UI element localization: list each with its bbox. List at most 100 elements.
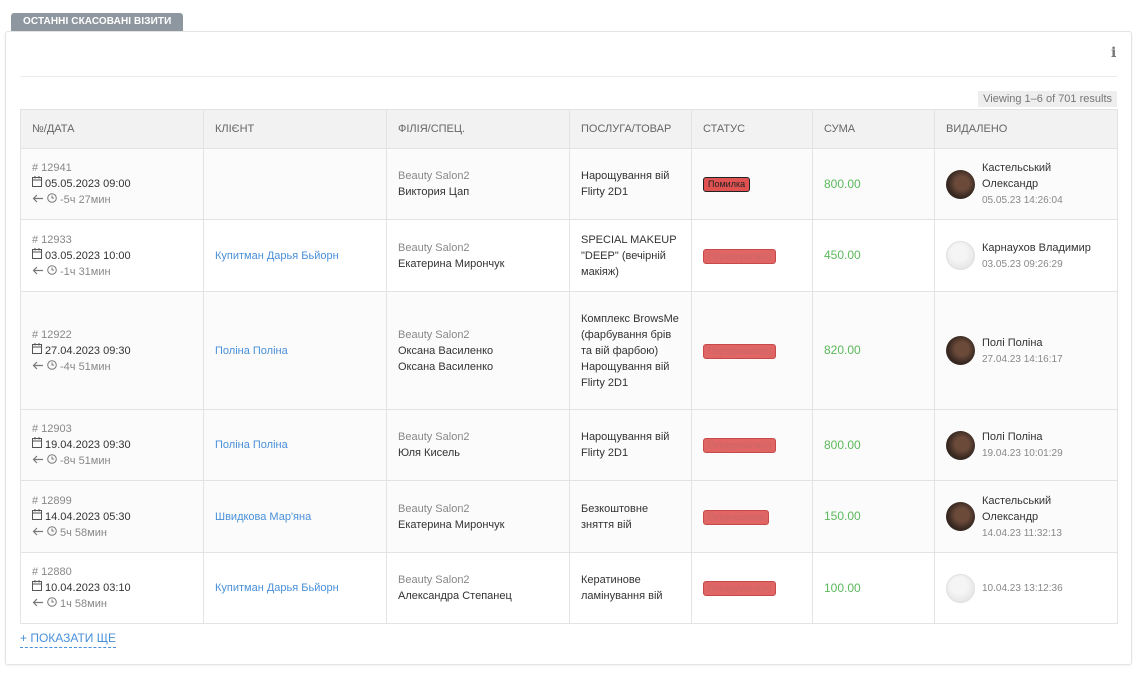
arrow-left-icon bbox=[32, 453, 44, 469]
client-link[interactable]: Швидкова Мар'яна bbox=[215, 510, 312, 523]
column-header-status[interactable]: СТАТУС bbox=[691, 109, 813, 149]
branch-name: Beauty Salon2 bbox=[398, 502, 470, 515]
service-name: Кератинове ламінування вій bbox=[581, 574, 663, 602]
client-link[interactable]: Купитман Дарья Бьйорн bbox=[215, 582, 339, 594]
branch-name: Beauty Salon2 bbox=[398, 574, 470, 586]
calendar-icon bbox=[32, 508, 42, 525]
avatar bbox=[946, 502, 975, 531]
service-cell: Нарощування вій Flirty 2D1 bbox=[569, 148, 692, 220]
sum-cell: 450.00 bbox=[812, 219, 935, 292]
number-date-cell: # 12933 03.05.2023 10:00 -1ч 31мин bbox=[20, 219, 204, 292]
deleted-at: 05.05.23 14:26:04 bbox=[982, 195, 1063, 206]
visit-number: # 12941 bbox=[32, 162, 72, 174]
avatar bbox=[946, 169, 975, 199]
number-date-cell: # 12903 19.04.2023 09:30 -8ч 51мин bbox=[20, 409, 204, 481]
table-row[interactable]: # 12903 19.04.2023 09:30 -8ч 51мин Полін… bbox=[20, 409, 1118, 481]
clock-icon bbox=[47, 525, 57, 541]
visit-number: # 12933 bbox=[32, 233, 72, 246]
deleted-cell: Полі Поліна 27.04.23 14:16:17 bbox=[934, 291, 1118, 410]
deleted-cell: Кастельський Олександр 14.04.23 11:32:13 bbox=[934, 480, 1118, 553]
deleted-cell: Карнаухов Владимир 03.05.23 09:26:29 bbox=[934, 219, 1118, 292]
column-header-sum[interactable]: СУМА bbox=[812, 109, 935, 149]
clock-icon bbox=[47, 264, 57, 280]
avatar bbox=[946, 573, 975, 603]
deleted-cell: 10.04.23 13:12:36 bbox=[934, 552, 1118, 624]
number-date-cell: # 12899 14.04.2023 05:30 5ч 58мин bbox=[20, 480, 204, 553]
clock-icon bbox=[47, 359, 57, 375]
client-cell: Поліна Поліна bbox=[203, 291, 387, 410]
branch-cell: Beauty Salon2 Екатерина Мирончук bbox=[386, 219, 570, 292]
show-more-link[interactable]: + ПОКАЗАТИ ЩЕ bbox=[20, 631, 117, 648]
branch-cell: Beauty Salon2 Оксана Василенко Оксана Васи… bbox=[386, 291, 570, 410]
sum-value: 100.00 bbox=[824, 580, 861, 595]
specialist-name: Екатерина Мирончук bbox=[398, 257, 505, 270]
status-badge: Передумала(в) bbox=[703, 343, 777, 359]
deleted-by: Полі Поліна bbox=[982, 336, 1043, 349]
info-icon[interactable]: i bbox=[1111, 45, 1117, 61]
client-link[interactable]: Поліна Поліна bbox=[215, 344, 288, 357]
avatar bbox=[946, 241, 975, 270]
status-badge: Помилка bbox=[703, 177, 751, 192]
service-cell: Кератинове ламінування вій bbox=[569, 552, 692, 624]
specialist-name: Виктория Цап bbox=[398, 186, 470, 198]
sum-cell: 820.00 bbox=[812, 291, 935, 410]
status-badge: Передумала(в) bbox=[703, 438, 777, 453]
table-row[interactable]: # 12941 05.05.2023 09:00 -5ч 27мин Beaut… bbox=[20, 148, 1118, 220]
clock-icon bbox=[47, 596, 57, 612]
sum-cell: 800.00 bbox=[812, 148, 935, 220]
status-badge: Перенесення bbox=[703, 509, 769, 525]
number-date-cell: # 12880 10.04.2023 03:10 1ч 58мин bbox=[20, 552, 204, 624]
client-link[interactable]: Купитман Дарья Бьйорн bbox=[215, 249, 339, 262]
service-cell: Безкоштовне зняття вій bbox=[569, 480, 692, 553]
branch-cell: Beauty Salon2 Екатерина Мирончук bbox=[386, 480, 570, 553]
relative-time: 5ч 58мин bbox=[60, 526, 107, 539]
arrow-left-icon bbox=[32, 525, 44, 541]
service-name: Нарощування вій Flirty 2D1 bbox=[581, 170, 670, 198]
avatar bbox=[946, 430, 975, 460]
table-row[interactable]: # 12899 14.04.2023 05:30 5ч 58мин Швидко… bbox=[20, 480, 1118, 553]
column-header-number-date[interactable]: №/ДАТА bbox=[20, 109, 204, 149]
visit-date: 27.04.2023 09:30 bbox=[45, 344, 131, 357]
deleted-cell: Полі Поліна 19.04.23 10:01:29 bbox=[934, 409, 1118, 481]
sum-value: 150.00 bbox=[824, 509, 861, 523]
table-row[interactable]: # 12933 03.05.2023 10:00 -1ч 31мин Купит… bbox=[20, 219, 1118, 292]
service-name: Нарощування вій Flirty 2D1 bbox=[581, 431, 670, 459]
client-cell: Поліна Поліна bbox=[203, 409, 387, 481]
visit-number: # 12899 bbox=[32, 494, 72, 507]
cancelled-visits-table: №/ДАТА КЛІЄНТ ФІЛІЯ/СПЕЦ. ПОСЛУГА/ТОВАР … bbox=[20, 109, 1118, 624]
sum-value: 800.00 bbox=[824, 437, 861, 452]
deleted-by: Кастельський Олександр bbox=[982, 162, 1052, 190]
client-link[interactable]: Поліна Поліна bbox=[215, 439, 288, 451]
status-cell: Передумала(в) bbox=[691, 219, 813, 292]
branch-name: Beauty Salon2 bbox=[398, 241, 470, 254]
sum-value: 450.00 bbox=[824, 248, 861, 262]
column-header-client[interactable]: КЛІЄНТ bbox=[203, 109, 387, 149]
deleted-cell: Кастельський Олександр 05.05.23 14:26:04 bbox=[934, 148, 1118, 220]
table-row[interactable]: # 12922 27.04.2023 09:30 -4ч 51мин Полін… bbox=[20, 291, 1118, 410]
service-name: SPECIAL MAKEUP "DEEP" (вечірній макіяж) bbox=[581, 233, 677, 278]
column-header-deleted[interactable]: ВИДАЛЕНО bbox=[934, 109, 1118, 149]
status-badge: Передумала(в) bbox=[703, 581, 777, 596]
deleted-at: 03.05.23 09:26:29 bbox=[982, 258, 1063, 270]
client-cell bbox=[203, 148, 387, 220]
status-badge: Передумала(в) bbox=[703, 248, 777, 264]
specialist-name: Екатерина Мирончук bbox=[398, 518, 505, 531]
sum-cell: 150.00 bbox=[812, 480, 935, 553]
status-cell: Передумала(в) bbox=[691, 552, 813, 624]
number-date-cell: # 12941 05.05.2023 09:00 -5ч 27мин bbox=[20, 148, 204, 220]
column-header-branch[interactable]: ФІЛІЯ/СПЕЦ. bbox=[386, 109, 570, 149]
visit-date: 03.05.2023 10:00 bbox=[45, 249, 131, 262]
relative-time: -4ч 51мин bbox=[60, 360, 111, 373]
arrow-left-icon bbox=[32, 264, 44, 280]
visit-date: 19.04.2023 09:30 bbox=[45, 439, 131, 451]
status-cell: Передумала(в) bbox=[691, 409, 813, 481]
client-cell: Купитман Дарья Бьйорн bbox=[203, 552, 387, 624]
visit-number: # 12922 bbox=[32, 328, 72, 341]
number-date-cell: # 12922 27.04.2023 09:30 -4ч 51мин bbox=[20, 291, 204, 410]
sum-cell: 800.00 bbox=[812, 409, 935, 481]
branch-name: Beauty Salon2 bbox=[398, 170, 470, 182]
table-row[interactable]: # 12880 10.04.2023 03:10 1ч 58мин Купитм… bbox=[20, 552, 1118, 624]
column-header-service[interactable]: ПОСЛУГА/ТОВАР bbox=[569, 109, 692, 149]
visit-number: # 12880 bbox=[32, 566, 72, 578]
relative-time: -8ч 51мин bbox=[60, 455, 111, 467]
